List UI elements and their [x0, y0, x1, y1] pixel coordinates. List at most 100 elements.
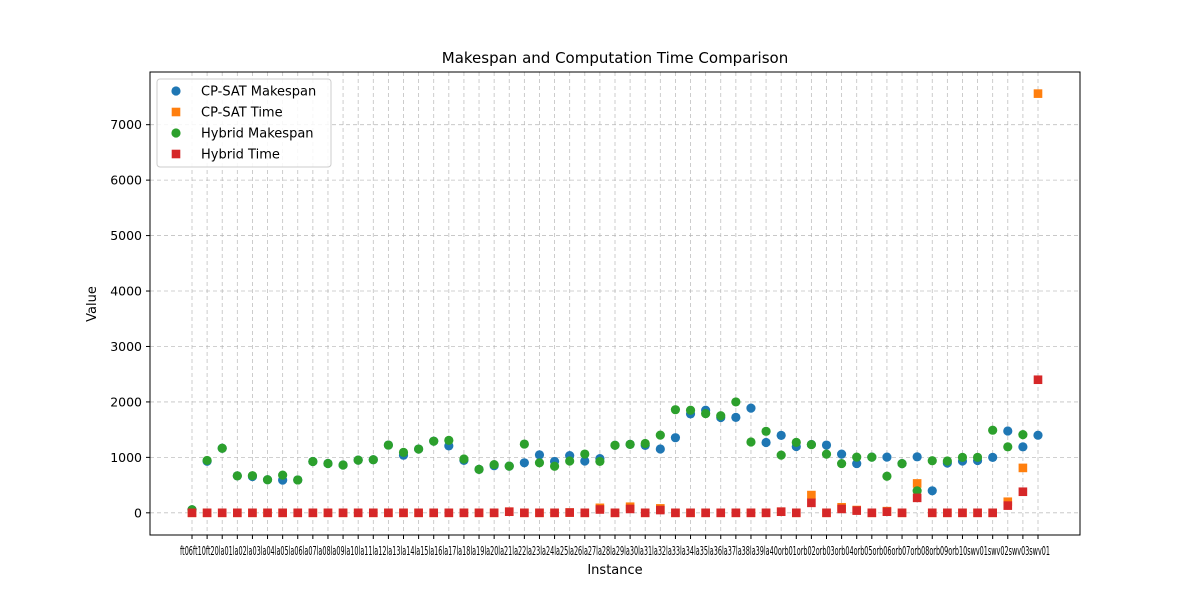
data-point — [293, 508, 303, 518]
data-point — [670, 433, 681, 443]
legend-marker — [171, 107, 181, 117]
data-point — [655, 430, 665, 440]
data-point — [761, 508, 771, 518]
data-point — [988, 425, 998, 435]
data-point — [806, 440, 816, 450]
data-point — [595, 505, 605, 514]
data-point — [308, 508, 318, 518]
data-point — [943, 508, 952, 518]
data-point — [1018, 463, 1028, 473]
data-point — [504, 461, 514, 471]
data-layer — [187, 89, 1043, 518]
data-point — [353, 508, 363, 518]
data-point — [807, 490, 816, 500]
data-point — [278, 508, 287, 518]
data-point — [429, 508, 439, 518]
data-point — [867, 452, 877, 462]
data-point — [852, 452, 862, 462]
series-hybrid-time — [187, 375, 1043, 518]
data-point — [761, 426, 771, 436]
data-point — [640, 508, 650, 518]
data-point — [927, 456, 937, 466]
data-point — [474, 508, 484, 518]
data-point — [867, 508, 877, 518]
y-tick-label: 3000 — [110, 339, 142, 354]
y-tick-label: 6000 — [110, 173, 142, 188]
data-point — [187, 508, 197, 518]
data-point — [534, 450, 545, 460]
data-point — [927, 486, 937, 496]
data-point — [852, 458, 862, 469]
data-point — [927, 508, 937, 518]
data-point — [746, 437, 756, 447]
data-point — [520, 508, 529, 518]
data-point — [248, 508, 257, 518]
data-point — [776, 450, 786, 460]
data-point — [640, 438, 650, 449]
data-point — [1033, 89, 1043, 98]
legend-label: CP-SAT Makespan — [201, 85, 316, 100]
data-point — [565, 456, 575, 466]
data-point — [1003, 501, 1013, 510]
y-tick-label: 1000 — [110, 450, 142, 465]
data-point — [550, 508, 559, 518]
data-point — [1003, 442, 1013, 452]
data-point — [761, 437, 771, 448]
data-point — [973, 508, 982, 518]
data-point — [882, 471, 892, 481]
data-point — [837, 458, 847, 469]
data-point — [625, 439, 635, 449]
data-point — [489, 459, 499, 470]
data-point — [535, 508, 544, 518]
data-point — [912, 479, 922, 488]
data-point — [610, 440, 620, 450]
data-point — [912, 493, 922, 503]
data-point — [1033, 375, 1043, 385]
data-point — [837, 449, 847, 459]
data-point — [1033, 430, 1043, 440]
data-point — [444, 508, 454, 518]
data-point — [459, 454, 469, 464]
data-point — [459, 508, 469, 518]
data-point — [549, 461, 560, 471]
data-point — [821, 440, 832, 450]
data-point — [957, 452, 968, 462]
legend-label: Hybrid Time — [201, 148, 280, 163]
data-point — [338, 460, 348, 470]
data-point — [202, 455, 212, 466]
data-point — [232, 471, 242, 481]
data-point — [716, 411, 726, 421]
data-point — [746, 508, 756, 518]
data-point — [202, 508, 212, 518]
data-point — [293, 475, 303, 485]
data-point — [534, 458, 545, 468]
data-point — [247, 471, 258, 481]
y-tick-label: 7000 — [110, 117, 142, 132]
y-tick-label: 4000 — [110, 284, 142, 299]
data-point — [776, 507, 786, 517]
data-point — [912, 452, 922, 462]
data-point — [489, 508, 499, 518]
data-point — [656, 505, 665, 515]
data-point — [519, 458, 529, 468]
data-point — [444, 435, 454, 445]
data-point — [776, 430, 786, 440]
data-point — [716, 508, 726, 518]
chart-title: Makespan and Computation Time Comparison — [442, 49, 788, 67]
y-tick-label: 0 — [134, 505, 142, 520]
data-point — [398, 447, 409, 457]
data-point — [882, 507, 892, 517]
data-point — [670, 405, 681, 415]
data-point — [368, 455, 378, 465]
y-tick-label: 5000 — [110, 228, 142, 243]
data-point — [278, 470, 288, 480]
data-point — [731, 508, 741, 518]
data-point — [610, 508, 620, 518]
data-point — [519, 439, 529, 449]
axis-layer: ft06ft10ft20la01la02la03la04la05la06la07… — [110, 117, 1050, 558]
data-point — [821, 449, 832, 459]
data-point — [1018, 442, 1028, 452]
data-point — [414, 444, 424, 454]
data-point — [1018, 487, 1028, 497]
